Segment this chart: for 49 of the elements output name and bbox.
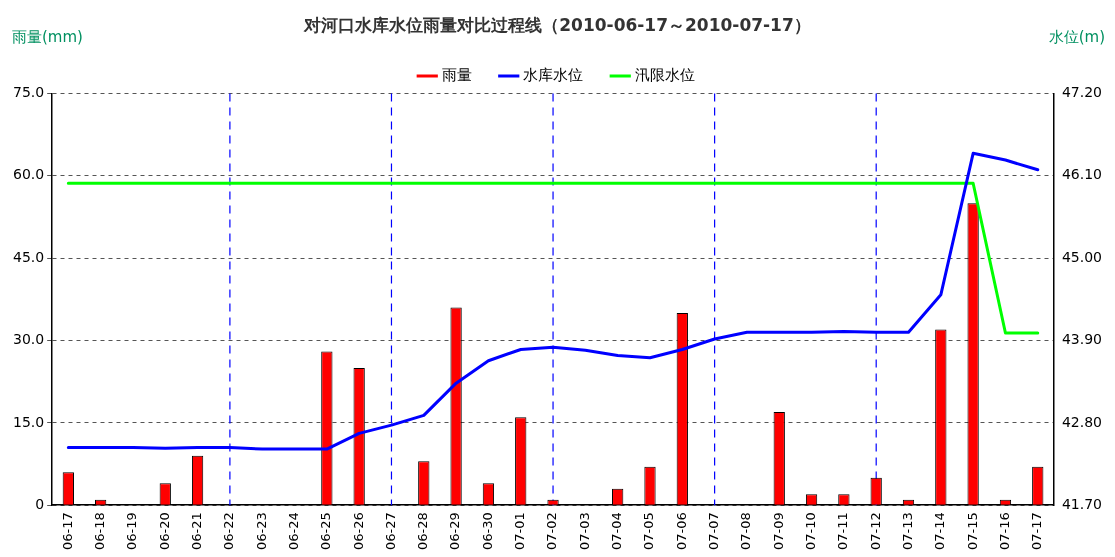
chart-title: 对河口水库水位雨量对比过程线（2010-06-17～2010-07-17）	[303, 14, 811, 35]
y2-axis-title: 水位(m)	[1048, 27, 1105, 46]
y-tick-label: 75.0	[13, 84, 45, 101]
legend-label: 雨量	[441, 65, 472, 84]
x-tick-label: 07-03	[576, 512, 592, 551]
y-tick-label: 60.0	[13, 166, 45, 183]
x-tick-label: 07-09	[770, 512, 786, 551]
y-tick-label: 30.0	[13, 331, 45, 348]
y2-tick-label: 41.70	[1061, 495, 1103, 512]
x-tick-label: 06-26	[350, 512, 366, 551]
x-tick-label: 07-16	[996, 512, 1012, 551]
x-tick-label: 06-22	[221, 512, 237, 551]
x-tick-label: 06-20	[156, 512, 172, 551]
x-tick-label: 07-11	[835, 512, 851, 551]
x-tick-label: 07-13	[899, 512, 915, 551]
y-axis-title: 雨量(mm)	[12, 27, 83, 46]
x-tick-label: 07-06	[673, 512, 689, 551]
x-tick-label: 07-01	[512, 512, 528, 551]
legend-label: 汛限水位	[634, 65, 695, 84]
x-tick-label: 06-23	[253, 512, 269, 551]
x-tick-label: 07-15	[964, 512, 980, 551]
y2-tick-label: 45.00	[1061, 248, 1103, 265]
y2-tick-label: 46.10	[1061, 166, 1103, 183]
x-tick-label: 06-24	[285, 512, 301, 551]
x-tick-label: 07-04	[609, 512, 625, 551]
x-tick-label: 06-29	[447, 512, 463, 551]
x-tick-label: 06-18	[92, 512, 108, 551]
x-tick-label: 06-17	[59, 512, 75, 551]
x-tick-label: 07-02	[544, 512, 560, 551]
x-tick-label: 06-21	[188, 512, 204, 551]
x-tick-label: 07-05	[641, 512, 657, 551]
y-tick-label: 0	[35, 495, 45, 512]
x-tick-label: 07-12	[867, 512, 883, 551]
x-tick-label: 07-08	[738, 512, 754, 551]
y2-tick-label: 43.90	[1061, 331, 1103, 348]
x-tick-label: 06-28	[415, 512, 431, 551]
x-tick-label: 07-10	[802, 512, 818, 551]
x-tick-label: 06-27	[382, 512, 398, 551]
x-tick-label: 06-19	[124, 512, 140, 551]
y-tick-label: 45.0	[13, 248, 45, 265]
x-tick-label: 06-30	[479, 512, 495, 551]
x-tick-label: 07-14	[932, 512, 948, 551]
y-tick-label: 15.0	[13, 413, 45, 430]
legend-label: 水库水位	[523, 65, 584, 84]
y2-tick-label: 42.80	[1061, 413, 1103, 430]
x-tick-label: 07-17	[1029, 512, 1045, 551]
y2-tick-label: 47.20	[1061, 84, 1103, 101]
x-tick-label: 07-07	[705, 512, 721, 551]
x-tick-label: 06-25	[318, 512, 334, 551]
